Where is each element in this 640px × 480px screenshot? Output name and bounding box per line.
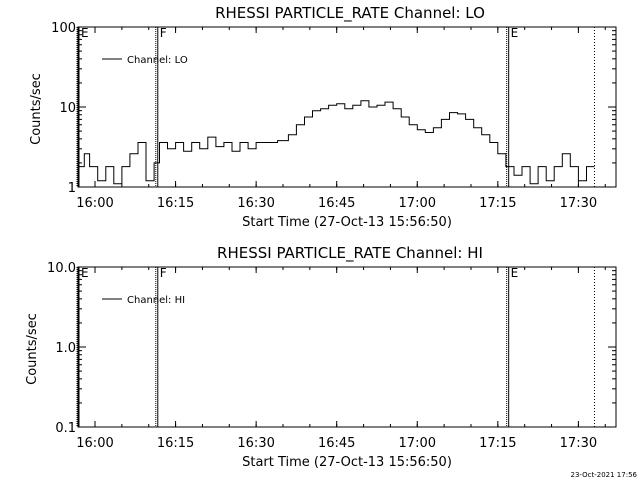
footer-timestamp: 23-Oct-2021 17:56: [571, 471, 638, 479]
hi-channel-panel: RHESSI PARTICLE_RATE Channel: HI Counts/…: [25, 244, 617, 470]
marker-label: F: [160, 26, 167, 40]
y-tick-label: 10.0: [47, 261, 76, 276]
chart-title: RHESSI PARTICLE_RATE Channel: HI: [217, 244, 483, 263]
y-tick-label: 10: [59, 101, 76, 116]
legend-label: Channel: HI: [127, 295, 185, 306]
x-tick-label: 16:30: [237, 436, 274, 451]
marker-label: E: [81, 266, 89, 280]
y-tick-label: 1: [68, 181, 76, 196]
x-tick-label: 17:30: [560, 196, 597, 211]
y-tick-label: 100: [51, 21, 76, 36]
plot-frame: [77, 266, 617, 428]
x-tick-label: 17:15: [479, 196, 516, 211]
x-tick-label: 16:00: [76, 436, 113, 451]
legend-label: Channel: LO: [127, 55, 188, 66]
marker-label: F: [160, 266, 167, 280]
x-tick-label: 16:00: [76, 196, 113, 211]
x-tick-label: 17:00: [399, 436, 436, 451]
marker-label: E: [511, 26, 519, 40]
y-tick-label: 1.0: [55, 341, 76, 356]
x-tick-label: 16:15: [157, 436, 194, 451]
x-tick-label: 16:45: [318, 196, 355, 211]
series-line-lo: [78, 100, 595, 185]
x-axis-label: Start Time (27-Oct-13 15:56:50): [242, 455, 452, 470]
x-axis-label: Start Time (27-Oct-13 15:56:50): [242, 215, 452, 230]
chart-title: RHESSI PARTICLE_RATE Channel: LO: [215, 4, 485, 23]
lo-channel-panel: RHESSI PARTICLE_RATE Channel: LO Counts/…: [29, 4, 617, 230]
y-tick-label: 0.1: [55, 421, 76, 436]
x-tick-label: 16:45: [318, 436, 355, 451]
x-tick-label: 17:15: [479, 436, 516, 451]
marker-label: E: [511, 266, 519, 280]
y-axis-label: Counts/sec: [29, 73, 44, 145]
x-tick-label: 17:00: [399, 196, 436, 211]
x-tick-label: 16:15: [157, 196, 194, 211]
x-tick-label: 16:30: [237, 196, 274, 211]
x-tick-label: 17:30: [560, 436, 597, 451]
marker-label: E: [81, 26, 89, 40]
y-axis-label: Counts/sec: [25, 313, 40, 385]
